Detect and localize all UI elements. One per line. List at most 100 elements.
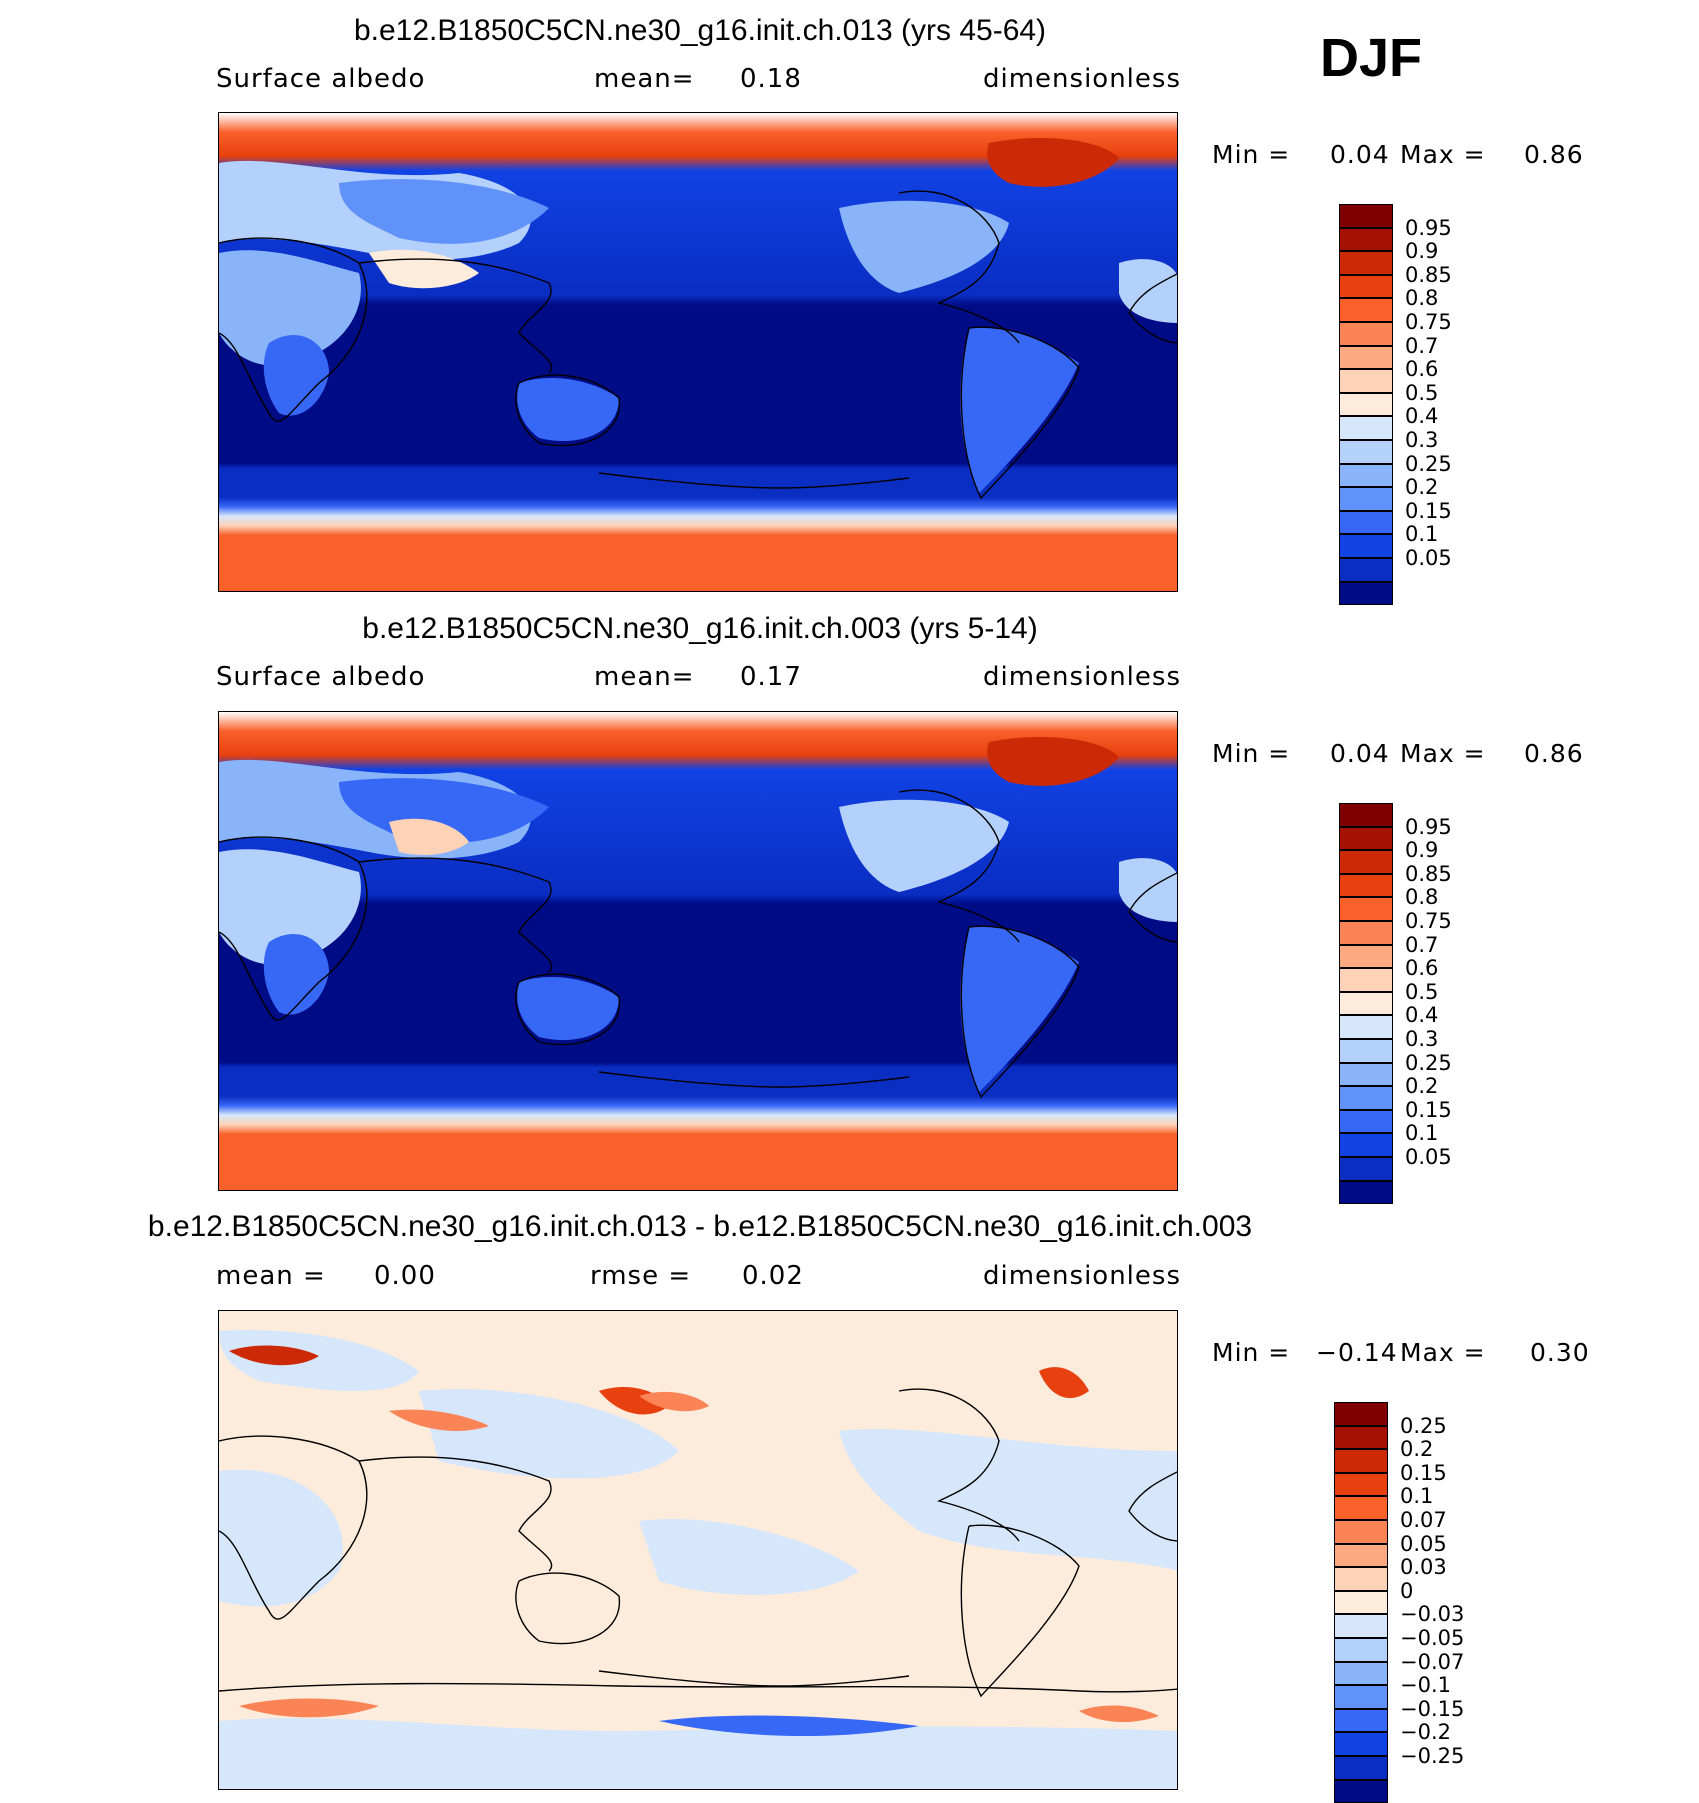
panel-3-map [218,1310,1178,1790]
colorbar-cell [1334,1496,1388,1520]
colorbar-cell [1339,581,1393,606]
coastlines [219,190,1177,500]
colorbar-cell [1334,1543,1388,1568]
colorbar-tick-label: −0.25 [1400,1744,1465,1768]
colorbar-tick-label: −0.07 [1400,1649,1465,1674]
panel-2-mean-label: mean= [594,662,695,692]
panel-3-units-label: dimensionless [983,1261,1181,1291]
colorbar-cell [1339,1109,1393,1134]
colorbar-cell [1334,1449,1388,1473]
panel-1-mean-value: 0.18 [740,64,802,94]
colorbar-tick-label: 0.25 [1400,1413,1447,1438]
panel-2-min-value: 0.04 [1330,739,1390,768]
colorbar-cell [1334,1614,1388,1638]
colorbar-tick-label: 0.6 [1405,956,1439,981]
colorbar-tick-label: 0.05 [1405,546,1452,570]
colorbar-cell [1339,463,1393,488]
colorbar-cell [1334,1638,1388,1662]
colorbar-cell [1339,251,1393,275]
panel-3-max-value: 0.30 [1530,1338,1590,1367]
panel-2-map-svg [219,712,1177,1190]
colorbar-tick-label: 0.15 [1400,1460,1447,1485]
colorbar-tick-label: 0.75 [1405,909,1452,933]
panel-3-max-label: Max = [1400,1338,1486,1367]
colorbar-cell [1339,510,1393,535]
colorbar-tick-label: 0.4 [1405,404,1439,429]
colorbar-cell [1339,1157,1393,1181]
panel-2-units-label: dimensionless [983,662,1181,692]
colorbar-tick-label: 0.95 [1405,215,1452,240]
colorbar-tick-label: 0.07 [1400,1508,1447,1532]
colorbar-cell [1334,1708,1388,1733]
colorbar-tick-label: 0.95 [1405,814,1452,839]
colorbar-cell [1334,1756,1388,1780]
difference-patches [219,1330,1177,1789]
panel-2-variable-label: Surface albedo [216,662,426,692]
colorbar-tick-label: 0.3 [1405,1027,1439,1051]
colorbar-tick-label: 0.4 [1405,1003,1439,1028]
panel-1-units-label: dimensionless [983,64,1181,94]
panel-3-title: b.e12.B1850C5CN.ne30_g16.init.ch.013 - b… [147,1210,1253,1243]
colorbar-tick-label: 0.2 [1405,1074,1439,1099]
colorbar-tick-label: 0.85 [1405,861,1452,886]
panel-2-min-label: Min = [1212,739,1291,768]
coastlines [219,1388,1177,1698]
colorbar-tick-label: 0.3 [1405,428,1439,452]
colorbar-cell [1339,968,1393,992]
colorbar-tick-label: −0.05 [1400,1626,1465,1650]
colorbar-cell [1339,487,1393,511]
colorbar-tick-label: 0.1 [1405,522,1439,547]
colorbar-cell [1339,558,1393,582]
colorbar-cell [1339,440,1393,464]
colorbar-tick-label: 0.2 [1400,1437,1434,1462]
panel-2-max-value: 0.86 [1524,739,1584,768]
colorbar-tick-label: 0.7 [1405,333,1439,358]
colorbar-tick-label: 0.15 [1405,1097,1452,1122]
colorbar-tick-label: 0.85 [1405,262,1452,287]
colorbar-tick-label: 0.5 [1405,979,1439,1004]
colorbar-tick-label: 0.7 [1405,932,1439,957]
colorbar-cell [1334,1685,1388,1709]
colorbar-tick-label: 0.05 [1400,1531,1447,1556]
colorbar-cell [1339,416,1393,440]
panel-1-mean-label: mean= [594,64,695,94]
panel-1-variable-label: Surface albedo [216,64,426,94]
colorbar-cell [1339,369,1393,393]
colorbar-tick-label: 0.9 [1405,239,1439,264]
panel-2-map [218,711,1178,1191]
colorbar-tick-label: −0.15 [1400,1696,1465,1721]
panel-3-rmse-label: rmse = [590,1261,692,1291]
panel-3-mean-value: 0.00 [374,1261,436,1291]
colorbar-cell [1339,873,1393,898]
colorbar-tick-label: 0.8 [1405,885,1439,910]
colorbar-tick-label: 0.9 [1405,838,1439,863]
colorbar-cell [1334,1520,1388,1544]
colorbar-cell [1339,991,1393,1016]
colorbar-cell [1339,392,1393,417]
colorbar-cell [1339,274,1393,299]
colorbar-cell [1339,1086,1393,1110]
colorbar-cell [1339,803,1393,827]
panel-3-map-svg [219,1311,1177,1789]
colorbar-cell [1339,1015,1393,1039]
colorbar-cell [1334,1590,1388,1615]
colorbar-tick-label: 0.25 [1405,451,1452,476]
colorbar-cell [1334,1402,1388,1426]
colorbar-tick-label: 0.15 [1405,498,1452,523]
colorbar-tick-label: −0.1 [1400,1673,1451,1698]
colorbar-cell [1334,1567,1388,1591]
colorbar-tick-label: 0.8 [1405,286,1439,311]
colorbar-cell [1334,1661,1388,1686]
colorbar-cell [1339,227,1393,252]
colorbar-cell [1339,1039,1393,1063]
panel-1-min-label: Min = [1212,140,1291,169]
panel-3-mean-label: mean = [216,1261,326,1291]
colorbar-cell [1339,534,1393,558]
panel-3-min-value: −0.14 [1316,1338,1398,1367]
panel-1-max-value: 0.86 [1524,140,1584,169]
panel-1-title: b.e12.B1850C5CN.ne30_g16.init.ch.013 (yr… [353,14,1047,47]
season-label: DJF [1320,28,1423,88]
land-albedo-shapes [219,737,1177,1092]
colorbar-cell [1339,204,1393,228]
colorbar-cell [1339,897,1393,921]
